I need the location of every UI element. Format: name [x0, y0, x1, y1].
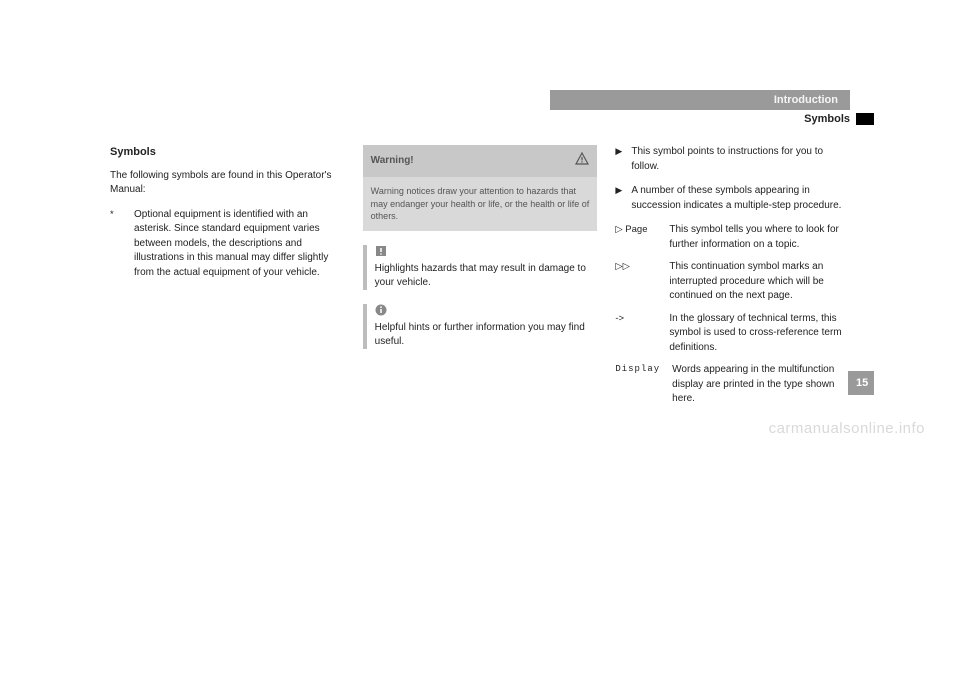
- edge-marker: [856, 113, 874, 125]
- glossary-text: In the glossary of technical terms, this…: [669, 312, 850, 356]
- display-symbol: Display: [615, 363, 660, 407]
- instruction-bullet-2: ▶ A number of these symbols appearing in…: [615, 184, 850, 213]
- hint-text: Helpful hints or further information you…: [375, 322, 585, 347]
- asterisk-symbol: *: [110, 208, 122, 281]
- symbols-heading: Symbols: [110, 145, 345, 161]
- continuation-text: This continuation symbol marks an interr…: [669, 260, 850, 304]
- asterisk-definition: * Optional equipment is identified with …: [110, 208, 345, 281]
- display-text: Words appearing in the multifunction dis…: [672, 363, 850, 407]
- hazard-content: Highlights hazards that may result in da…: [375, 245, 598, 290]
- content-columns: Symbols The following symbols are found …: [110, 145, 850, 415]
- glossary-row: -> In the glossary of technical terms, t…: [615, 312, 850, 356]
- page-ref-row: ▷ Page This symbol tells you where to lo…: [615, 223, 850, 252]
- page-ref-symbol: ▷ Page: [615, 223, 657, 252]
- watermark: carmanualsonline.info: [769, 420, 925, 437]
- warning-header: Warning!: [363, 145, 598, 177]
- display-row: Display Words appearing in the multifunc…: [615, 363, 850, 407]
- column-3: ▶ This symbol points to instructions for…: [615, 145, 850, 415]
- bullet-1-text: This symbol points to instructions for y…: [631, 145, 850, 174]
- warning-triangle-icon: [575, 151, 589, 171]
- section-title-header: Symbols: [804, 113, 850, 125]
- note-bar: [363, 304, 367, 349]
- note-bar: [363, 245, 367, 290]
- warning-body: Warning notices draw your attention to h…: [363, 177, 598, 231]
- triangle-bullet-icon: ▶: [615, 145, 623, 174]
- column-1: Symbols The following symbols are found …: [110, 145, 345, 415]
- column-2: Warning! Warning notices draw your atten…: [363, 145, 598, 415]
- hint-content: Helpful hints or further information you…: [375, 304, 598, 349]
- page-number: 15: [848, 371, 874, 395]
- hazard-text: Highlights hazards that may result in da…: [375, 263, 586, 288]
- hazard-note: Highlights hazards that may result in da…: [363, 245, 598, 290]
- warning-box: Warning! Warning notices draw your atten…: [363, 145, 598, 231]
- info-icon: [375, 304, 387, 316]
- bullet-2-text: A number of these symbols appearing in s…: [631, 184, 850, 213]
- hint-note: Helpful hints or further information you…: [363, 304, 598, 349]
- glossary-symbol: ->: [615, 312, 657, 356]
- continuation-symbol: ▷▷: [615, 260, 657, 304]
- asterisk-text: Optional equipment is identified with an…: [134, 208, 345, 281]
- warning-title: Warning!: [371, 154, 414, 169]
- page-ref-text: This symbol tells you where to look for …: [669, 223, 850, 252]
- manual-page: Introduction Symbols Symbols The followi…: [0, 0, 960, 455]
- chapter-tab: Introduction: [550, 90, 850, 110]
- triangle-bullet-icon: ▶: [615, 184, 623, 213]
- intro-text: The following symbols are found in this …: [110, 169, 345, 198]
- exclamation-icon: [375, 245, 387, 257]
- continuation-row: ▷▷ This continuation symbol marks an int…: [615, 260, 850, 304]
- instruction-bullet-1: ▶ This symbol points to instructions for…: [615, 145, 850, 174]
